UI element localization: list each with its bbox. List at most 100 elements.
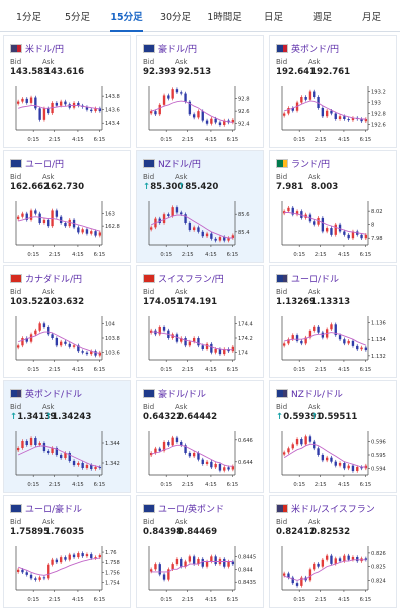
candlestick-chart[interactable]: 1.76 1.758 1.756 1.754 0:15 2:15 4:15 6:15 bbox=[8, 542, 126, 604]
candle-body bbox=[149, 111, 153, 114]
candle-body bbox=[343, 463, 346, 469]
x-tick-label: 0:15 bbox=[160, 137, 172, 143]
candle-body bbox=[295, 335, 299, 341]
ask-label: Ask bbox=[175, 173, 188, 181]
y-tick-label: 1.754 bbox=[105, 580, 121, 586]
up-arrow-icon: ↑ bbox=[143, 182, 151, 192]
pair-name-link[interactable]: ユーロ/英ポンド bbox=[158, 505, 225, 515]
candlestick-chart[interactable]: 0.826 0.825 0.824 0:15 2:15 4:15 6:15 bbox=[274, 542, 392, 604]
pair-name-link[interactable]: カナダドル/円 bbox=[25, 275, 83, 285]
candlestick-chart[interactable]: 104 103.8 103.6 0:15 2:15 4:15 6:15 bbox=[8, 312, 126, 374]
candle-body bbox=[16, 448, 20, 451]
tab-4[interactable]: 1時間足 bbox=[207, 11, 242, 23]
tab-1[interactable]: 5分足 bbox=[64, 11, 91, 23]
tab-3[interactable]: 30分足 bbox=[159, 11, 192, 23]
candle-body bbox=[214, 238, 217, 241]
candle-body bbox=[171, 207, 174, 216]
pair-name-link[interactable]: 豪ドル/ドル bbox=[158, 390, 207, 400]
candle-body bbox=[184, 214, 187, 223]
currency-card-1: 豪ドル/円 Bid Ask 92.393 92.513 92.8 92.6 92.4 0:… bbox=[136, 35, 264, 148]
bid-value: 162.662 bbox=[10, 182, 49, 192]
x-tick-label: 0:15 bbox=[160, 482, 172, 488]
y-tick-label: 103.8 bbox=[105, 336, 120, 342]
tab-0[interactable]: 1分足 bbox=[15, 11, 42, 23]
bid-number: 0.64322 bbox=[143, 412, 183, 422]
candle-body bbox=[330, 228, 333, 235]
ask-number: 1.34243 bbox=[52, 412, 92, 422]
pair-name-link[interactable]: NZドル/ドル bbox=[291, 390, 343, 400]
pair-name-link[interactable]: 豪ドル/円 bbox=[158, 45, 198, 55]
x-tick-label: 2:15 bbox=[49, 137, 61, 143]
y-tick-label: 1.76 bbox=[105, 550, 117, 556]
candlestick-chart[interactable]: 0.8445 0.844 0.8435 0:15 2:15 4:15 6:15 bbox=[141, 542, 259, 604]
candle-body bbox=[25, 338, 28, 342]
candle-body bbox=[192, 453, 196, 457]
candle-body bbox=[201, 558, 204, 567]
bid-value: 7.981 bbox=[276, 182, 311, 192]
x-tick-label: 4:15 bbox=[72, 597, 84, 603]
candle-body bbox=[25, 441, 28, 445]
currency-card-11: NZドル/ドル Bid Ask ↑0.59391↑0.59511 0.596 0.5… bbox=[269, 380, 397, 493]
ask-value: 1.13313 bbox=[311, 297, 350, 307]
x-tick-label: 6:15 bbox=[94, 367, 106, 373]
candle-body bbox=[38, 213, 41, 223]
candle-body bbox=[42, 443, 46, 451]
candle-body bbox=[214, 349, 217, 353]
price-values: ↑1.34139↑1.34243 bbox=[10, 412, 91, 422]
currency-card-6: カナダドル/円 Bid Ask 103.522103.632 104 103.8 10… bbox=[3, 265, 131, 378]
bid-value: 0.84398 bbox=[143, 527, 182, 537]
candlestick-chart[interactable]: 1.344 1.342 0:15 2:15 4:15 6:15 bbox=[8, 427, 126, 489]
pair-name-link[interactable]: ユーロ/豪ドル bbox=[25, 505, 83, 515]
candle-body bbox=[47, 327, 50, 335]
pair-name-link[interactable]: 米ドル/円 bbox=[25, 45, 65, 55]
bid-label: Bid bbox=[10, 403, 22, 411]
pair-name-link[interactable]: NZドル/円 bbox=[158, 160, 201, 170]
tab-6[interactable]: 週足 bbox=[312, 11, 332, 23]
candlestick-chart[interactable]: 1.136 1.134 1.132 0:15 2:15 4:15 6:15 bbox=[274, 312, 392, 374]
candle-body bbox=[77, 102, 80, 106]
tab-2[interactable]: 15分足 bbox=[102, 0, 151, 32]
bid-label: Bid bbox=[143, 518, 155, 526]
y-tick-label: 0.825 bbox=[371, 565, 386, 571]
pair-name-link[interactable]: スイスフラン/円 bbox=[158, 275, 224, 285]
candle-body bbox=[231, 561, 235, 565]
flag-icon bbox=[143, 504, 155, 513]
candle-body bbox=[317, 563, 320, 567]
pair-name-link[interactable]: 英ポンド/円 bbox=[291, 45, 340, 55]
pair-name-link[interactable]: ランド/円 bbox=[291, 160, 331, 170]
tab-7[interactable]: 月足 bbox=[361, 11, 381, 23]
candlestick-chart[interactable]: 193.2 193 192.8 192.6 0:15 2:15 4:15 6:15 bbox=[274, 82, 392, 144]
card-header: ユーロ/豪ドル bbox=[10, 502, 82, 515]
y-tick-label: 143.4 bbox=[105, 121, 121, 127]
candlestick-chart[interactable]: 143.8 143.6 143.4 0:15 2:15 4:15 6:15 bbox=[8, 82, 126, 144]
tab-5[interactable]: 日足 bbox=[263, 11, 283, 23]
x-tick-label: 4:15 bbox=[205, 482, 217, 488]
x-tick-label: 6:15 bbox=[227, 252, 239, 258]
candle-body bbox=[68, 343, 71, 347]
candlestick-chart[interactable]: 8.02 8 7.98 0:15 2:15 4:15 6:15 bbox=[274, 197, 392, 259]
candlestick-chart[interactable]: 85.6 85.4 0:15 2:15 4:15 6:15 bbox=[141, 197, 259, 259]
x-tick-label: 6:15 bbox=[360, 367, 372, 373]
candlestick-chart[interactable]: 163 162.8 0:15 2:15 4:15 6:15 bbox=[8, 197, 126, 259]
pair-name-link[interactable]: 英ポンド/ドル bbox=[25, 390, 83, 400]
ask-value: 0.84469 bbox=[178, 527, 217, 537]
ask-label: Ask bbox=[42, 173, 55, 181]
candle-body bbox=[343, 231, 346, 235]
pair-name-link[interactable]: ユーロ/円 bbox=[25, 160, 65, 170]
pair-name-link[interactable]: ユーロ/ドル bbox=[291, 275, 340, 285]
candle-body bbox=[205, 461, 209, 464]
candlestick-chart[interactable]: 174.4 174.2 174 0:15 2:15 4:15 6:15 bbox=[141, 312, 259, 374]
candle-body bbox=[214, 464, 217, 468]
x-tick-label: 2:15 bbox=[315, 252, 327, 258]
card-header: 英ポンド/ドル bbox=[10, 387, 82, 400]
candlestick-chart[interactable]: 0.646 0.644 0:15 2:15 4:15 6:15 bbox=[141, 427, 259, 489]
candlestick-chart[interactable]: 0.596 0.595 0.594 0:15 2:15 4:15 6:15 bbox=[274, 427, 392, 489]
candle-body bbox=[325, 555, 329, 560]
bid-value: 0.82412 bbox=[276, 527, 315, 537]
candle-body bbox=[287, 207, 290, 212]
pair-name-link[interactable]: 米ドル/スイスフラン bbox=[291, 505, 375, 515]
candle-body bbox=[347, 555, 350, 560]
x-tick-label: 4:15 bbox=[72, 482, 84, 488]
candlestick-chart[interactable]: 92.8 92.6 92.4 0:15 2:15 4:15 6:15 bbox=[141, 82, 259, 144]
candle-body bbox=[68, 554, 71, 560]
